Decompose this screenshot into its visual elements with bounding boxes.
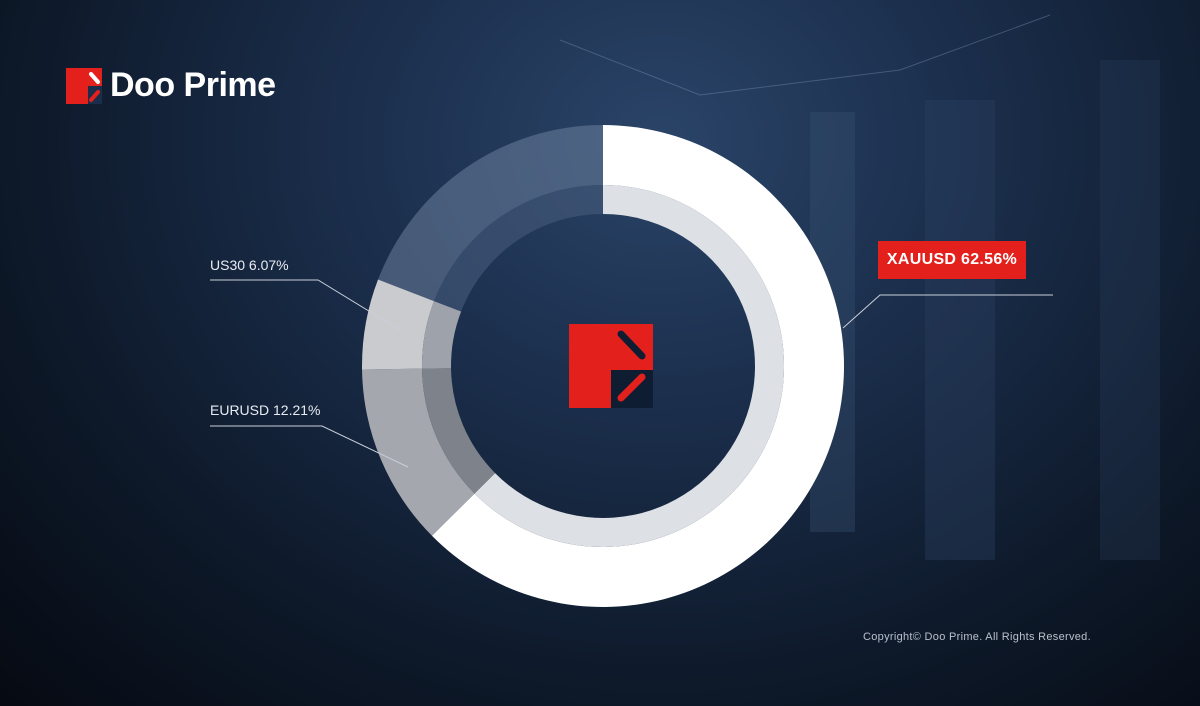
slice-us30 xyxy=(362,279,435,370)
label-us30: US30 6.07% xyxy=(210,257,289,273)
slice-other xyxy=(378,125,603,302)
slice-inner-band-xauusd xyxy=(474,185,785,547)
label-eurusd: EURUSD 12.21% xyxy=(210,402,321,418)
leader-line-xauusd xyxy=(842,294,1053,329)
brand-name: Doo Prime xyxy=(110,66,276,104)
brand-logo: Doo Prime xyxy=(66,66,276,105)
leader-line-us30 xyxy=(210,279,401,331)
slice-xauusd xyxy=(431,125,844,607)
label-xauusd: XAUUSD 62.56% xyxy=(878,241,1026,279)
leader-line-eurusd xyxy=(210,425,409,468)
center-logo-icon xyxy=(569,324,653,408)
copyright-text: Copyright© Doo Prime. All Rights Reserve… xyxy=(863,631,1091,643)
slice-inner-band-eurusd xyxy=(422,368,496,494)
doo-prime-logo-icon xyxy=(66,67,102,104)
slice-inner-band-us30 xyxy=(422,301,462,369)
slice-eurusd xyxy=(362,368,475,536)
slice-inner-band-other xyxy=(434,185,603,312)
